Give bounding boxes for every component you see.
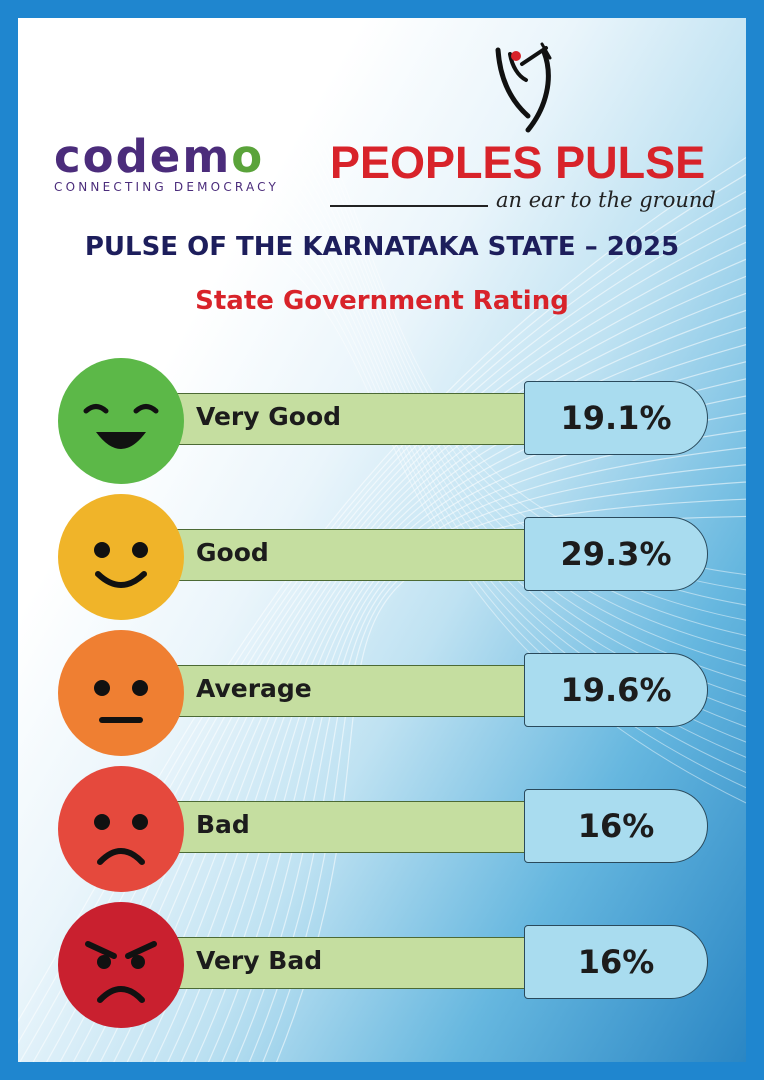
smiling-face-icon: [58, 494, 184, 620]
rating-bar: [166, 529, 576, 581]
category-label: Very Bad: [196, 946, 323, 975]
grinning-face-icon: [58, 358, 184, 484]
rating-row: Good 29.3%: [56, 492, 716, 622]
tagline-rule: [330, 205, 488, 207]
codemo-tagline: CONNECTING DEMOCRACY: [54, 180, 280, 194]
poster-canvas: codemo CONNECTING DEMOCRACY PEOPLES PULS…: [18, 18, 746, 1062]
value-label: 19.1%: [524, 381, 708, 455]
value-label: 16%: [524, 789, 708, 863]
category-label: Bad: [196, 810, 250, 839]
chart-title: PULSE OF THE KARNATAKA STATE – 2025: [84, 232, 680, 262]
peoples-pulse-wordmark: PEOPLES PULSE: [330, 137, 706, 188]
neutral-face-icon: [58, 630, 184, 756]
value-label: 29.3%: [524, 517, 708, 591]
rating-bar: [166, 393, 576, 445]
category-label: Good: [196, 538, 269, 567]
category-label: Average: [196, 674, 312, 703]
value-label: 19.6%: [524, 653, 708, 727]
codemo-wordmark: codemo: [54, 130, 265, 183]
peoples-pulse-emblem-icon: [495, 42, 552, 133]
rating-row: Average 19.6%: [56, 628, 716, 758]
frowning-face-icon: [58, 766, 184, 892]
rating-bar: [166, 937, 576, 989]
rating-row: Very Bad 16%: [56, 900, 716, 1030]
codemo-logo: codemo CONNECTING DEMOCRACY: [54, 130, 304, 195]
peoples-pulse-logo: PEOPLES PULSE an ear to the ground: [330, 42, 730, 218]
angry-face-icon: [58, 902, 184, 1028]
rating-row: Very Good 19.1%: [56, 356, 716, 486]
wave-line: [248, 481, 746, 1062]
wave-line: [18, 156, 746, 1023]
value-label: 16%: [524, 925, 708, 999]
rating-bar: [166, 665, 576, 717]
peoples-pulse-tagline: an ear to the ground: [496, 188, 716, 212]
codemo-wordmark-dot: o: [231, 130, 265, 183]
wave-line: [217, 57, 746, 652]
category-label: Very Good: [196, 402, 342, 431]
chart-subtitle: State Government Rating: [195, 286, 569, 316]
peoples-pulse-tagline-row: an ear to the ground: [330, 188, 730, 218]
wave-line: [234, 464, 746, 1062]
rating-row: Bad 16%: [56, 764, 716, 894]
wave-line: [262, 498, 746, 1062]
rating-bar: [166, 801, 576, 853]
